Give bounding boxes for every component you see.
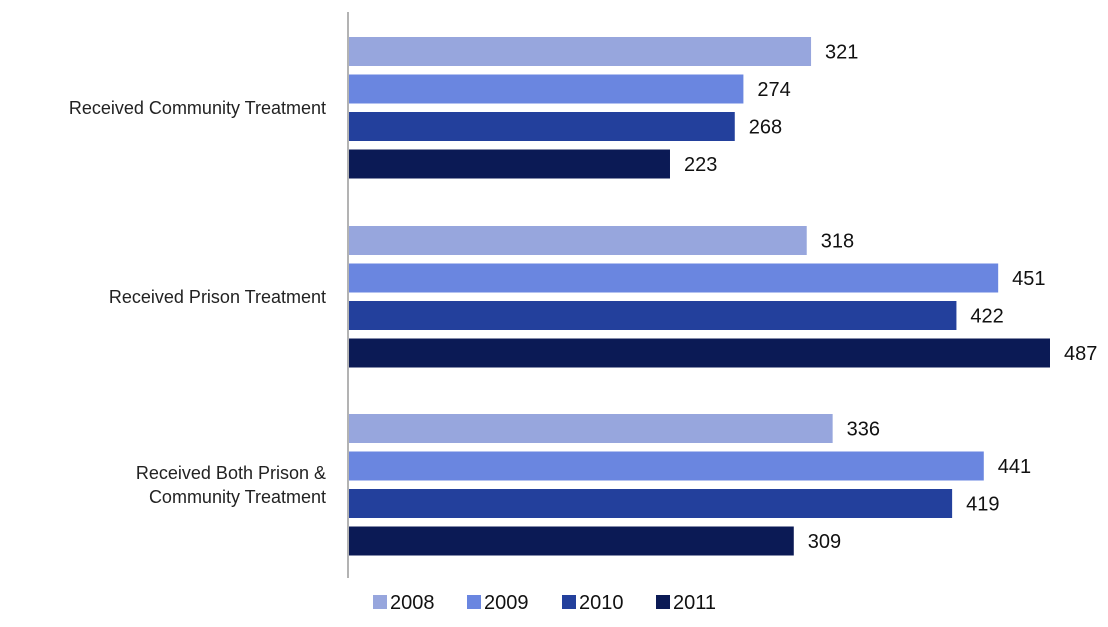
category-label-line: Received Prison Treatment	[109, 287, 326, 307]
bar-2010-cat-1	[349, 112, 735, 141]
data-label-2008-cat-1: 321	[825, 42, 858, 64]
data-label-2009-cat-2: 451	[1012, 268, 1045, 290]
data-label-2010-cat-3: 419	[966, 494, 999, 516]
bar-2009-cat-1	[349, 74, 744, 104]
bar-2008-cat-2	[349, 226, 807, 255]
bar-2008-cat-3	[349, 414, 833, 443]
legend: 2008 2009 2010 2011	[373, 592, 716, 614]
bar-2009-cat-2	[349, 263, 999, 293]
legend-swatch-2008	[373, 595, 387, 609]
value-labels-layer: 321 274 268 223 318 451 422 487 336 441 419 309	[684, 42, 1097, 554]
bar-2009-cat-3	[349, 451, 984, 481]
bar-2010-cat-3	[349, 489, 953, 518]
data-label-2011-cat-1: 223	[684, 154, 717, 176]
category-label-line: Received Community Treatment	[69, 98, 326, 118]
bar-2011-cat-1	[349, 149, 670, 179]
legend-label-2011: 2011	[673, 592, 716, 614]
bar-2010-cat-2	[349, 301, 957, 330]
data-label-2008-cat-3: 336	[847, 419, 880, 441]
bar-2011-cat-3	[349, 526, 794, 556]
category-label-line: Community Treatment	[149, 487, 326, 507]
category-label-3: Received Both Prison & Community Treatmen…	[136, 463, 326, 507]
bar-2011-cat-2	[349, 338, 1050, 368]
legend-label-2009: 2009	[484, 592, 529, 614]
bars-layer	[349, 37, 1050, 556]
category-label-2: Received Prison Treatment	[109, 287, 326, 307]
bar-2008-cat-1	[349, 37, 812, 66]
legend-swatch-2010	[562, 595, 576, 609]
category-label-line: Received Both Prison &	[136, 463, 326, 483]
data-label-2008-cat-2: 318	[821, 231, 854, 253]
data-label-2010-cat-2: 422	[970, 306, 1003, 328]
legend-swatch-2009	[467, 595, 481, 609]
legend-label-2010: 2010	[579, 592, 624, 614]
data-label-2011-cat-3: 309	[808, 531, 841, 553]
legend-swatch-2011	[656, 595, 670, 609]
legend-label-2008: 2008	[390, 592, 435, 614]
category-labels-layer: Received Community Treatment Received Pri…	[69, 98, 326, 507]
category-label-1: Received Community Treatment	[69, 98, 326, 118]
data-label-2010-cat-1: 268	[749, 117, 782, 139]
data-label-2011-cat-2: 487	[1064, 343, 1097, 365]
data-label-2009-cat-3: 441	[998, 456, 1031, 478]
data-label-2009-cat-1: 274	[757, 79, 790, 101]
